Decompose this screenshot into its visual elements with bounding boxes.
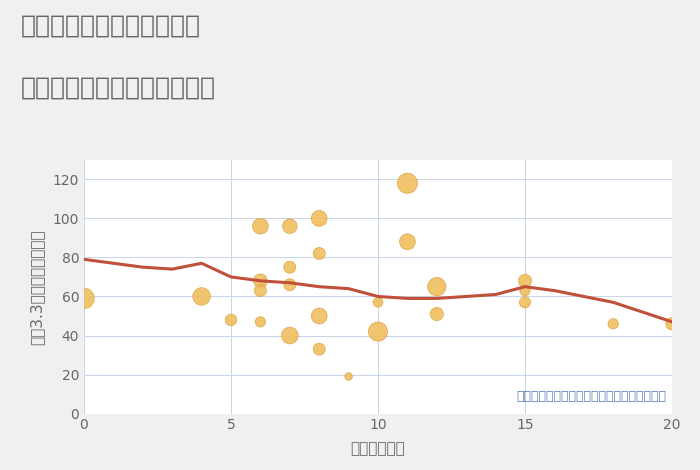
Point <box>284 263 295 271</box>
Point <box>255 277 266 285</box>
Point <box>372 328 384 336</box>
Point <box>519 287 531 294</box>
Point <box>431 310 442 318</box>
Point <box>255 287 266 294</box>
Point <box>255 318 266 326</box>
Point <box>519 277 531 285</box>
Point <box>284 222 295 230</box>
X-axis label: 駅距離（分）: 駅距離（分） <box>351 441 405 456</box>
Point <box>314 312 325 320</box>
Point <box>372 298 384 306</box>
Point <box>343 373 354 380</box>
Point <box>314 250 325 257</box>
Point <box>666 320 678 328</box>
Point <box>519 298 531 306</box>
Point <box>284 281 295 289</box>
Text: 駅距離別中古マンション価格: 駅距離別中古マンション価格 <box>21 75 216 99</box>
Point <box>402 238 413 245</box>
Point <box>314 215 325 222</box>
Y-axis label: 坪（3.3㎡）単価（万円）: 坪（3.3㎡）単価（万円） <box>29 229 44 345</box>
Point <box>196 293 207 300</box>
Text: 三重県四日市市富州原町の: 三重県四日市市富州原町の <box>21 14 201 38</box>
Point <box>225 316 237 324</box>
Point <box>608 320 619 328</box>
Point <box>402 180 413 187</box>
Point <box>431 283 442 290</box>
Point <box>78 295 90 302</box>
Point <box>314 345 325 353</box>
Text: 円の大きさは、取引のあった物件面積を示す: 円の大きさは、取引のあった物件面積を示す <box>516 391 666 403</box>
Point <box>284 332 295 339</box>
Point <box>255 222 266 230</box>
